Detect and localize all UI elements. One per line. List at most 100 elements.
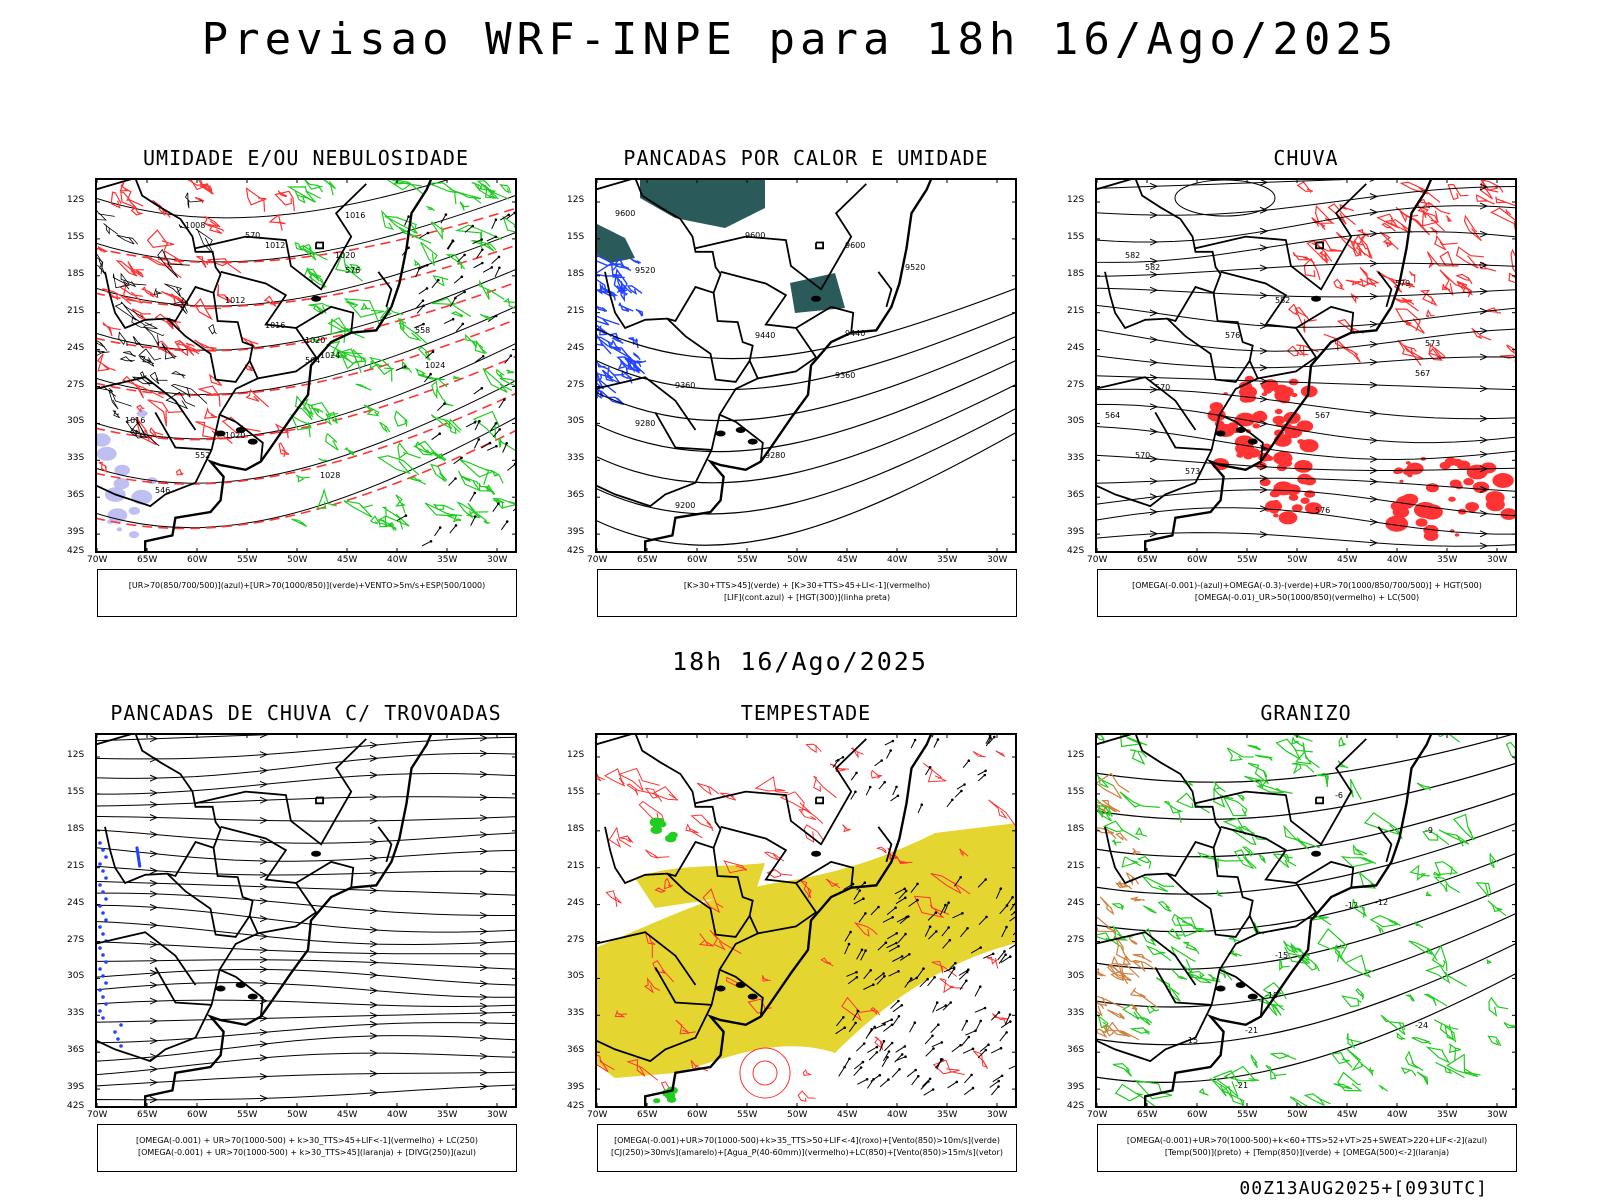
panel-title-pancadas-trovoadas: PANCADAS DE CHUVA C/ TROVOADAS [110, 701, 502, 725]
legend-chuva: [OMEGA(-0.001)-(azul)+OMEGA(-0.3)-(verde… [1097, 569, 1517, 617]
contour-label: 9520 [905, 263, 925, 272]
contour-label: 9600 [745, 231, 765, 240]
legend-line: [K>30+TTS>45](verde) + [K>30+TTS>45+LI<-… [683, 581, 931, 590]
lon-tick-label: 35W [937, 555, 958, 565]
contour-label: 1016 [345, 211, 365, 220]
run-info: 00Z13AUG2025+[093UTC] [1239, 1178, 1488, 1199]
lat-tick-label: 24S [567, 897, 585, 908]
lat-tick-label: 12S [567, 195, 585, 205]
map-umidade: 1008101610121020101210161020102410241016… [95, 178, 517, 553]
legend-line: [OMEGA(-0.001)+UR>70(1000-500)+k>35_TTS>… [614, 1136, 1000, 1145]
lat-tick-label: 15S [567, 786, 585, 797]
lon-tick-label: 65W [1137, 1110, 1158, 1120]
lon-tick-label: 30W [487, 555, 508, 565]
lon-tick-label: 35W [437, 1110, 458, 1120]
lat-tick-label: 12S [67, 195, 85, 205]
lat-tick-label: 30S [67, 971, 85, 982]
panel-title-umidade: UMIDADE E/OU NEBULOSIDADE [142, 146, 470, 170]
lon-tick-label: 40W [387, 1110, 408, 1120]
lat-tick-label: 30S [567, 416, 585, 427]
lat-tick-label: 21S [67, 860, 85, 871]
lat-tick-label: 36S [1067, 1045, 1085, 1056]
lon-tick-label: 70W [587, 1110, 608, 1120]
lon-tick-label: 45W [337, 555, 358, 565]
lat-tick-label: 24S [67, 342, 85, 353]
lat-tick-label: 12S [67, 750, 85, 760]
contour-label: 570 [1135, 451, 1150, 460]
panel-title-tempestade: TEMPESTADE [740, 701, 872, 725]
lat-tick-label: 18S [567, 823, 585, 834]
lat-tick-label: 12S [1067, 195, 1085, 205]
contour-label: -12 [1375, 898, 1388, 907]
contour-label: 9280 [635, 419, 655, 428]
lat-tick-label: 42S [1067, 1101, 1085, 1111]
contour-label: 1020 [225, 431, 245, 440]
lat-tick-label: 24S [67, 897, 85, 908]
lat-tick-label: 21S [1067, 305, 1085, 316]
contour-label: 9520 [635, 266, 655, 275]
contour-label: 9360 [835, 371, 855, 380]
lat-tick-label: 27S [1067, 934, 1085, 945]
lon-tick-label: 30W [987, 1110, 1008, 1120]
lon-tick-label: 50W [1287, 555, 1308, 565]
lon-tick-label: 65W [137, 555, 158, 565]
lat-tick-label: 42S [67, 1101, 85, 1111]
lat-tick-label: 36S [567, 490, 585, 501]
legend-line: [UR>70(850/700/500)](azul)+[UR>70(1000/8… [128, 581, 486, 590]
contour-label: -24 [1415, 1021, 1428, 1030]
lat-tick-label: 42S [1067, 546, 1085, 556]
lon-tick-label: 45W [337, 1110, 358, 1120]
map-pancadas-trovoadas [95, 733, 517, 1108]
contour-label: 1024 [320, 351, 340, 360]
lon-tick-label: 35W [437, 555, 458, 565]
lat-tick-label: 24S [567, 342, 585, 353]
lat-tick-label: 30S [67, 416, 85, 427]
panel-title-chuva: CHUVA [1273, 146, 1339, 170]
lat-tick-label: 24S [1067, 897, 1085, 908]
lon-tick-label: 40W [887, 1110, 908, 1120]
lat-tick-label: 15S [1067, 231, 1085, 242]
lat-tick-label: 33S [567, 1008, 585, 1019]
lat-tick-label: 21S [67, 305, 85, 316]
contour-label: 564 [1105, 411, 1120, 420]
map-granizo: -6 -9 -12 -12 -15 -18 -21 -21 -24 -15 [1095, 733, 1517, 1108]
contour-label: 582 [1125, 251, 1140, 260]
lat-tick-label: 12S [1067, 750, 1085, 760]
contour-label: 1024 [425, 361, 445, 370]
contour-label: -6 [1335, 791, 1343, 800]
lat-tick-label: 24S [1067, 342, 1085, 353]
lon-tick-label: 55W [237, 555, 258, 565]
contour-label: 552 [195, 451, 210, 460]
lat-tick-label: 15S [67, 231, 85, 242]
contour-label: 582 [1145, 263, 1160, 272]
contour-label: -15 [1275, 951, 1288, 960]
contour-label: 9600 [615, 209, 635, 218]
lon-tick-label: 65W [637, 1110, 658, 1120]
lon-tick-label: 50W [287, 555, 308, 565]
lat-tick-label: 42S [567, 1101, 585, 1111]
contour-label: 1016 [125, 416, 145, 425]
lon-tick-label: 45W [1337, 555, 1358, 565]
legend-line: [OMEGA(-0.01)_UR>50(1000/850)(vermelho) … [1194, 593, 1420, 602]
lon-tick-label: 45W [837, 1110, 858, 1120]
legend-line: [OMEGA(-0.001)-(azul)+OMEGA(-0.3)-(verde… [1132, 581, 1482, 590]
contour-label: 579 [1395, 279, 1410, 288]
lon-tick-label: 60W [187, 1110, 208, 1120]
lon-tick-label: 40W [1387, 1110, 1408, 1120]
legend-line: [OMEGA(-0.001)+UR>70(1000-500)+k<60+TTS>… [1126, 1136, 1488, 1145]
lat-tick-label: 18S [1067, 268, 1085, 279]
lon-tick-label: 60W [187, 555, 208, 565]
page-title: Previsao WRF-INPE para 18h 16/Ago/2025 [201, 14, 1399, 65]
lat-tick-label: 33S [67, 453, 85, 464]
lat-tick-label: 39S [67, 1082, 85, 1093]
contour-label: -18 [1265, 991, 1278, 1000]
contour-label: -9 [1425, 826, 1433, 835]
contour-label: 9200 [675, 501, 695, 510]
lon-tick-label: 55W [737, 1110, 758, 1120]
contour-label: 1020 [335, 251, 355, 260]
contour-label: -12 [1345, 901, 1358, 910]
lat-tick-label: 30S [567, 971, 585, 982]
lat-tick-label: 30S [1067, 971, 1085, 982]
legend-pancadas-calor: [K>30+TTS>45](verde) + [K>30+TTS>45+LI<-… [597, 569, 1017, 617]
